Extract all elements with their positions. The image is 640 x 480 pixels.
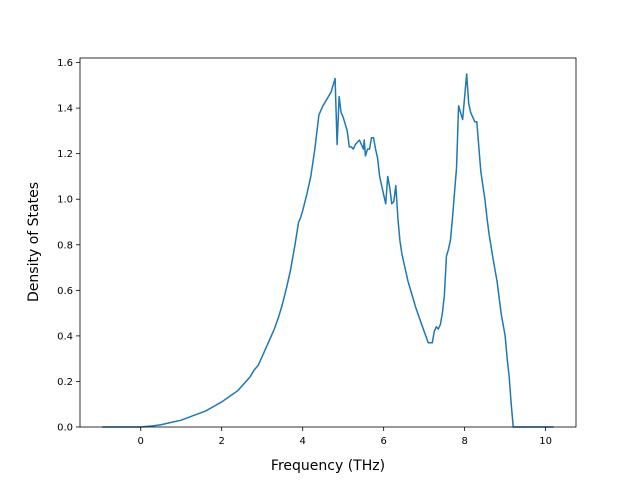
x-tick-label: 0 <box>138 436 144 447</box>
y-tick-label: 1.6 <box>57 58 73 69</box>
x-tick-label: 4 <box>300 436 306 447</box>
x-tick-label: 8 <box>461 436 467 447</box>
x-tick-label: 2 <box>219 436 225 447</box>
x-tick-label: 6 <box>380 436 386 447</box>
y-tick-label: 1.2 <box>57 149 73 160</box>
y-tick-label: 1.0 <box>57 195 73 206</box>
plot-area <box>80 58 576 427</box>
y-tick-label: 1.4 <box>57 104 73 115</box>
y-tick-label: 0.8 <box>57 240 73 251</box>
y-tick-label: 0.6 <box>57 286 73 297</box>
plot-frame <box>79 57 577 428</box>
dos-series-line-0 <box>102 73 554 428</box>
chart-marks <box>102 73 554 428</box>
y-tick-label: 0.0 <box>57 423 73 434</box>
y-axis-ticks: 0.0 0.2 0.4 0.6 0.8 1.0 1.2 1.4 1.6 <box>57 58 80 434</box>
y-tick-label: 0.4 <box>57 331 73 342</box>
x-tick-label: 10 <box>539 436 552 447</box>
y-axis-label: Density of States <box>26 182 42 302</box>
x-axis-ticks: 0 2 4 6 8 10 <box>138 427 552 447</box>
x-axis-label: Frequency (THz) <box>271 458 385 474</box>
y-tick-label: 0.2 <box>57 377 73 388</box>
